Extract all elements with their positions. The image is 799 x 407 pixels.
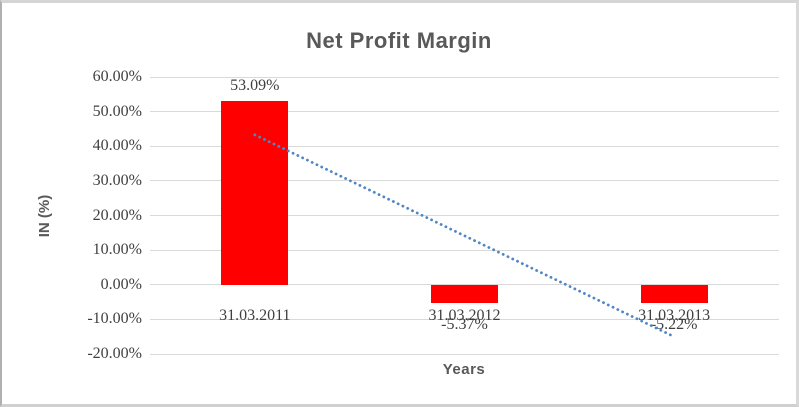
gridline [150,76,779,78]
bar [431,284,498,304]
y-tick-label: 50.00% [92,102,142,120]
bar [221,100,289,285]
gridline [150,111,779,113]
y-tick-label: -20.00% [87,345,142,362]
y-tick-label: 10.00% [92,241,142,259]
category-label: 31.03.2011 [219,307,291,324]
chart-title: Net Profit Margin [306,28,492,53]
x-axis-title: Years [442,361,486,378]
category-label: 31.03.2013 [638,307,711,324]
category-label: 31.03.2012 [428,307,501,324]
gridline [150,353,779,355]
y-tick-label: 40.00% [92,137,142,155]
y-tick-label: 20.00% [92,206,142,224]
y-tick-label: 30.00% [92,171,142,189]
y-tick-label: -10.00% [87,310,142,328]
bar-data-label: 53.09% [230,76,280,94]
bar [640,284,708,303]
y-tick-label: 0.00% [100,275,142,293]
y-tick-label: 60.00% [92,68,142,85]
